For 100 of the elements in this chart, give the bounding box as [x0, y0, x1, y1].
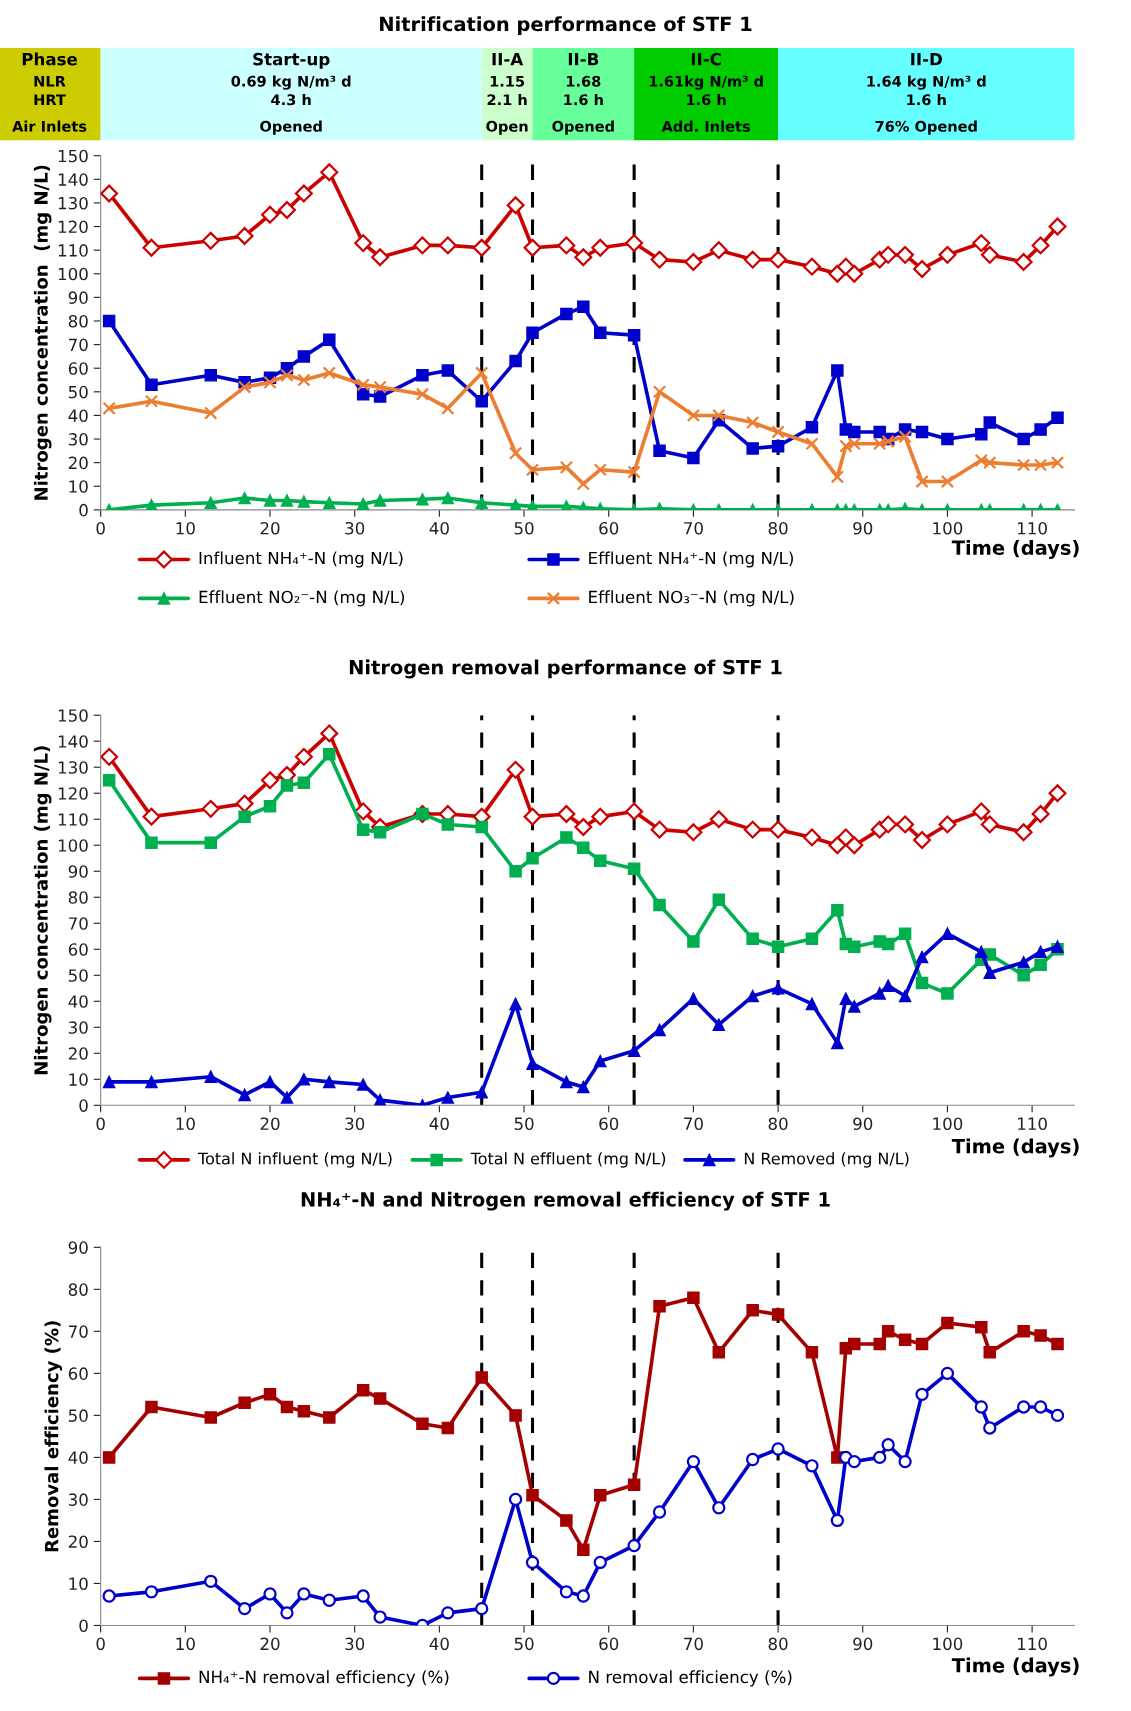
x-tick-label: 0	[96, 1117, 105, 1131]
text: HRT	[34, 94, 66, 106]
x-tick-label: 10	[176, 1117, 195, 1131]
x-tick-label: 110	[1018, 1637, 1047, 1651]
y-tick-label: 40	[68, 409, 88, 422]
legend-label: Effluent NO₃⁻-N (mg N/L)	[589, 590, 794, 607]
y-tick-label: 60	[68, 943, 88, 956]
y-tick-label: 70	[69, 917, 88, 930]
x-axis-title: Time (days)	[951, 1657, 1079, 1677]
text: 1.6 h	[907, 93, 946, 106]
text: 1.6 h	[564, 93, 603, 106]
y-tick-label: 10	[69, 1073, 88, 1086]
text: NLR	[34, 75, 66, 87]
y-tick-label: 120	[58, 787, 88, 800]
x-tick-label: 80	[768, 521, 788, 535]
y-tick-label: 150	[58, 709, 88, 722]
y-tick-label: 130	[58, 761, 88, 774]
y-axis-title: Nitrogen concentration (mg N/L)	[33, 165, 52, 500]
y-tick-label: 60	[68, 1367, 88, 1380]
x-tick-label: 60	[599, 1117, 619, 1131]
x-tick-label: 50	[514, 1637, 534, 1651]
x-tick-label: 20	[260, 1637, 280, 1651]
y-tick-label: 130	[58, 196, 88, 210]
x-tick-label: 60	[599, 521, 619, 535]
x-tick-label: 0	[96, 1637, 105, 1651]
text: 4.3 h	[271, 93, 311, 106]
x-tick-label: 10	[176, 521, 195, 535]
x-tick-label: 90	[853, 1117, 873, 1131]
y-tick-label: 20	[68, 1047, 88, 1060]
x-tick-label: 90	[853, 1637, 873, 1651]
x-tick-label: 100	[933, 1117, 963, 1131]
x-tick-label: 50	[514, 521, 534, 535]
y-tick-label: 30	[68, 1493, 88, 1506]
text: Opened	[260, 120, 322, 135]
x-tick-label: 0	[96, 521, 105, 535]
text: 1.68	[566, 75, 601, 87]
y-axis-title: Nitrogen concentration (mg N/L)	[33, 746, 52, 1075]
y-tick-label: 90	[68, 291, 88, 304]
y-tick-label: 60	[68, 362, 88, 375]
legend-label: Total N effluent (mg N/L)	[470, 1152, 666, 1168]
y-tick-label: 80	[68, 314, 88, 328]
text: 1.15	[490, 75, 525, 87]
y-tick-label: 20	[68, 1535, 88, 1548]
legend-label: Total N influent (mg N/L)	[197, 1152, 392, 1168]
y-tick-label: 40	[68, 995, 88, 1008]
text: Opened	[552, 120, 614, 135]
legend-label: Effluent NH₄⁺-N (mg N/L)	[589, 551, 793, 568]
legend-label: N removal efficiency (%)	[589, 1670, 792, 1687]
y-tick-label: 80	[68, 891, 88, 904]
y-tick-label: 110	[58, 244, 88, 257]
text: 1.61kg N/m³ d	[649, 75, 763, 90]
text: 1.6 h	[687, 93, 726, 106]
chart-title: Nitrogen removal performance of STF 1	[349, 659, 782, 679]
y-tick-label: 90	[68, 865, 88, 878]
x-tick-label: 70	[684, 1117, 703, 1131]
x-tick-label: 110	[1018, 1117, 1047, 1131]
x-tick-label: 20	[260, 521, 280, 535]
y-tick-label: 10	[69, 1577, 88, 1590]
x-tick-label: 40	[429, 1117, 449, 1131]
y-tick-label: 120	[58, 220, 88, 234]
x-tick-label: 50	[514, 1117, 534, 1131]
y-axis-title: Removal efficiency (%)	[44, 1321, 63, 1552]
x-tick-label: 90	[853, 521, 873, 535]
x-tick-label: 20	[260, 1117, 280, 1131]
y-tick-label: 50	[68, 969, 88, 982]
y-tick-label: 150	[58, 149, 88, 163]
y-tick-label: 70	[69, 338, 88, 352]
legend-label: Effluent NO₂⁻-N (mg N/L)	[199, 590, 405, 607]
text: 0.69 kg N/m³ d	[231, 75, 351, 90]
legend-label: NH₄⁺-N removal efficiency (%)	[199, 1670, 449, 1687]
x-tick-label: 30	[345, 1117, 365, 1131]
x-tick-label: 80	[768, 1117, 788, 1131]
x-tick-label: 30	[345, 1637, 365, 1651]
x-tick-label: 70	[684, 521, 703, 535]
y-tick-label: 20	[68, 456, 88, 470]
x-axis-title: Time (days)	[951, 539, 1079, 559]
x-axis-title: Time (days)	[951, 1138, 1079, 1158]
x-tick-label: 10	[176, 1637, 195, 1651]
category-label: II-B	[568, 53, 599, 66]
x-tick-label: 40	[429, 521, 449, 535]
y-tick-label: 0	[79, 503, 88, 517]
legend-label: Influent NH₄⁺-N (mg N/L)	[199, 551, 403, 568]
y-tick-label: 10	[69, 480, 88, 493]
x-tick-label: 40	[429, 1637, 449, 1651]
y-tick-label: 40	[68, 1451, 88, 1464]
text: 2.1 h	[487, 93, 527, 106]
y-tick-label: 50	[68, 1409, 88, 1422]
text: 1.64 kg N/m³ d	[867, 75, 986, 90]
y-tick-label: 100	[58, 839, 88, 852]
text: 76% Opened	[875, 120, 977, 135]
x-tick-label: 110	[1018, 521, 1047, 535]
text: Add. Inlets	[661, 120, 750, 132]
category-label: II-D	[911, 53, 942, 66]
category-label: II-C	[691, 52, 721, 66]
chart-title: Nitrification performance of STF 1	[380, 16, 752, 36]
y-tick-label: 70	[69, 1325, 88, 1338]
text: Open	[486, 120, 528, 135]
x-tick-label: 100	[933, 1637, 963, 1651]
x-tick-label: 100	[933, 521, 963, 535]
category-label: Start-up	[253, 52, 330, 69]
